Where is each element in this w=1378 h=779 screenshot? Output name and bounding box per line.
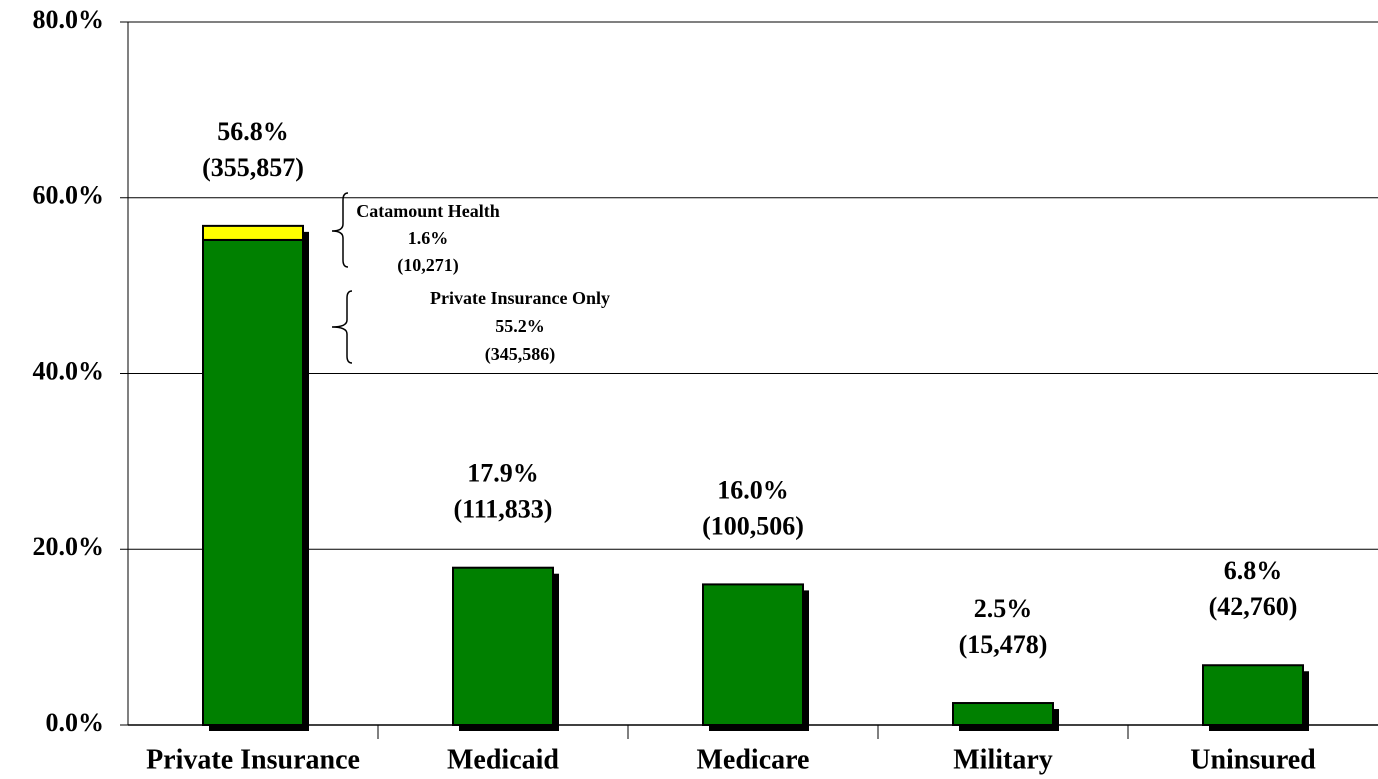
bar-segment: [202, 224, 304, 241]
bar-label-percent: 56.8%: [217, 117, 289, 146]
y-tick-label: 20.0%: [33, 532, 105, 561]
bracket: [331, 290, 353, 364]
y-tick-label: 0.0%: [46, 708, 105, 737]
bar-label-count: (15,478): [959, 630, 1048, 659]
bar-label-count: (111,833): [454, 495, 553, 524]
bar-segment: [1202, 664, 1304, 726]
annotation-title: Private Insurance Only: [430, 288, 610, 308]
bar-label-percent: 6.8%: [1224, 556, 1283, 585]
annotation-count: (10,271): [397, 255, 459, 276]
bar-segment: [202, 238, 304, 726]
x-tick-label: Uninsured: [1190, 744, 1316, 775]
annotation-percent: 55.2%: [495, 316, 545, 336]
bar-label-count: (42,760): [1209, 592, 1298, 621]
annotation-percent: 1.6%: [408, 228, 449, 248]
annotations: Catamount Health 1.6% (10,271) Private I…: [331, 192, 610, 365]
bar-label-percent: 2.5%: [974, 594, 1033, 623]
bar-label-percent: 16.0%: [717, 475, 789, 504]
bracket: [331, 192, 349, 268]
x-tick-label: Medicare: [697, 744, 810, 775]
bar-segment: [952, 702, 1054, 726]
bar-segment: [452, 566, 554, 726]
y-tick-label: 80.0%: [33, 5, 105, 34]
bar-label-percent: 17.9%: [467, 459, 539, 488]
x-tick-label: Private Insurance: [146, 744, 360, 775]
annotation-title: Catamount Health: [356, 201, 500, 221]
bar-segment: [702, 583, 804, 727]
bar-label-count: (100,506): [702, 511, 804, 540]
annotation-count: (345,586): [485, 344, 556, 365]
y-tick-label: 60.0%: [33, 181, 105, 210]
bar-label-count: (355,857): [202, 153, 304, 182]
x-tick-label: Medicaid: [447, 744, 559, 775]
y-tick-label: 40.0%: [33, 356, 105, 385]
x-tick-label: Military: [953, 744, 1053, 775]
